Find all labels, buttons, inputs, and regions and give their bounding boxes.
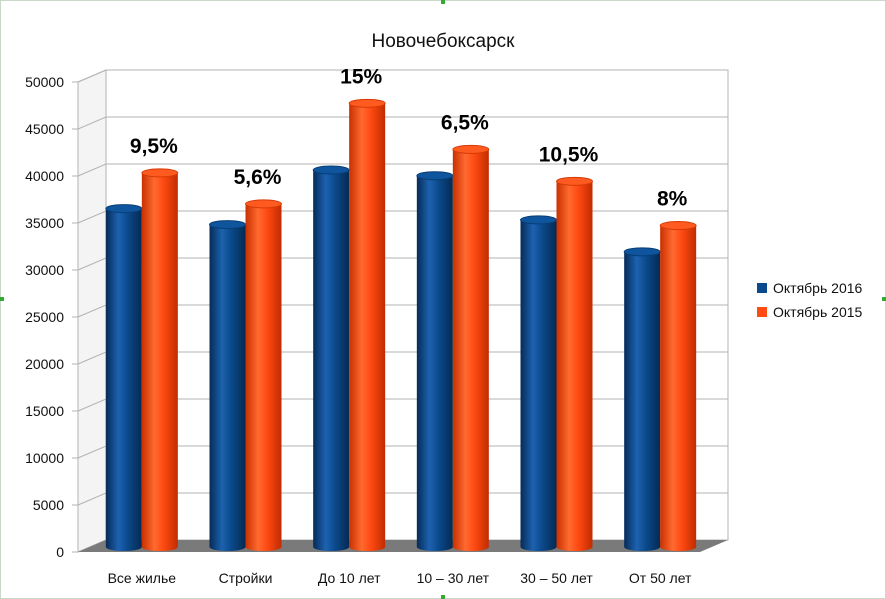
bar-top <box>348 98 386 108</box>
bar-body <box>141 172 178 551</box>
bar-top <box>141 168 179 178</box>
legend-item: Октябрь 2015 <box>757 300 862 324</box>
bar <box>556 176 593 551</box>
bar-top <box>245 199 282 209</box>
bar-body <box>245 203 282 551</box>
data-label: 10,5% <box>539 143 599 166</box>
y-tick-label: 15000 <box>25 403 64 419</box>
bar <box>245 199 282 551</box>
bar-body <box>556 181 593 551</box>
bar <box>452 144 490 551</box>
bar-top <box>623 247 661 257</box>
bar-top <box>209 220 246 230</box>
y-tick-label: 45000 <box>25 121 64 137</box>
x-tick-label: До 10 лет <box>318 570 381 586</box>
bar-body <box>624 251 661 551</box>
bar-top <box>556 176 593 186</box>
data-label: 5,6% <box>234 166 282 189</box>
bar <box>312 165 350 551</box>
bar-body <box>520 219 557 551</box>
bar <box>141 168 179 551</box>
data-label: 15% <box>340 65 382 88</box>
y-tick-label: 25000 <box>25 309 64 325</box>
selection-handle-bottom[interactable] <box>441 595 445 599</box>
bar-body <box>660 225 697 551</box>
x-tick-label: Все жилье <box>108 570 177 586</box>
selection-handle-right[interactable] <box>882 297 886 301</box>
y-tick-label: 50000 <box>25 74 64 90</box>
y-tick-label: 0 <box>56 544 64 560</box>
data-label: 6,5% <box>441 111 489 134</box>
gridline <box>77 69 728 83</box>
data-label: 9,5% <box>130 135 178 158</box>
gridline <box>77 163 728 177</box>
bar <box>623 247 661 551</box>
bar-body <box>452 149 489 551</box>
bar <box>416 171 454 551</box>
bar-top <box>416 171 454 181</box>
bar <box>348 98 386 551</box>
x-tick-label: От 50 лет <box>629 570 692 586</box>
gridline <box>77 116 728 130</box>
bar <box>105 204 143 551</box>
bar-body <box>313 170 350 551</box>
legend-label: Октябрь 2015 <box>773 304 863 320</box>
y-tick-label: 40000 <box>25 168 64 184</box>
legend-item: Октябрь 2016 <box>757 276 862 300</box>
legend-label: Октябрь 2016 <box>773 280 863 296</box>
bar-body <box>209 224 246 551</box>
bar <box>520 215 557 551</box>
legend-swatch <box>757 283 767 293</box>
bar-top <box>105 204 143 214</box>
selection-handle-left[interactable] <box>0 297 4 301</box>
bar-body <box>416 175 453 551</box>
y-tick-label: 5000 <box>33 497 64 513</box>
y-tick-label: 20000 <box>25 356 64 372</box>
x-tick-label: 30 – 50 лет <box>520 570 593 586</box>
bar-top <box>659 221 697 231</box>
bar <box>209 220 246 551</box>
y-tick-label: 10000 <box>25 450 64 466</box>
y-tick-label: 35000 <box>25 215 64 231</box>
bar-body <box>105 208 142 551</box>
bar <box>659 221 697 551</box>
bar-top <box>520 215 557 225</box>
legend: Октябрь 2016 Октябрь 2015 <box>757 276 862 324</box>
y-tick-label: 30000 <box>25 262 64 278</box>
selection-handle-top[interactable] <box>441 0 445 4</box>
bar-top <box>312 165 350 175</box>
legend-swatch <box>757 307 767 317</box>
data-label: 8% <box>657 188 688 211</box>
chart-title: Новочебоксарск <box>372 31 516 52</box>
bar-top <box>452 144 490 154</box>
bar-body <box>349 103 386 551</box>
x-tick-label: Стройки <box>219 570 273 586</box>
x-tick-label: 10 – 30 лет <box>417 570 490 586</box>
